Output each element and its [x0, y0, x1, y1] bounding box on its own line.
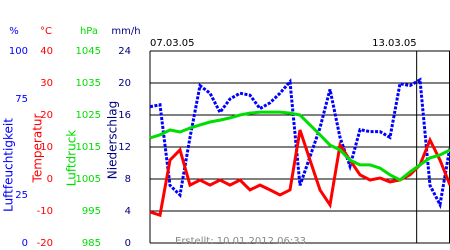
y-tick-label: -10 [37, 206, 53, 217]
axis-unit: mm/h [111, 26, 140, 37]
footer: Erstellt: 10.01.2012 06:33 [175, 236, 306, 247]
axis-title: Temperatur [31, 113, 45, 183]
y-tick-label: 985 [82, 238, 101, 249]
y-tick-label: 25 [15, 190, 28, 201]
axis-unit: hPa [80, 26, 98, 37]
y-tick-label: 75 [15, 94, 28, 105]
y-tick-label: 995 [82, 206, 101, 217]
y-tick-label: 1035 [76, 78, 101, 89]
y-tick-label: 100 [9, 46, 28, 57]
x-tick-label: 07.03.05 [150, 38, 195, 49]
y-tick-label: 20 [40, 110, 53, 121]
y-tick-label: 0 [125, 238, 131, 249]
y-tick-label: 0 [47, 174, 53, 185]
y-tick-label: 10 [40, 142, 53, 153]
axis-unit: % [9, 26, 19, 37]
y-tick-label: 24 [118, 46, 131, 57]
series-line [149, 77, 450, 210]
series-line [149, 110, 450, 182]
y-tick-label: 30 [40, 78, 53, 89]
x-tick-label: 13.03.05 [372, 38, 417, 49]
axis-title: Luftfeuchtigkeit [2, 118, 16, 212]
axis-unit: °C [40, 26, 52, 37]
axis-title: Luftdruck [65, 130, 79, 187]
y-tick-label: 0 [22, 238, 28, 249]
y-tick-label: 1025 [76, 110, 101, 121]
y-tick-label: 20 [118, 78, 131, 89]
y-tick-label: -20 [37, 238, 53, 249]
y-tick-label: 16 [118, 110, 131, 121]
y-tick-label: 8 [125, 174, 131, 185]
y-tick-label: 1045 [76, 46, 101, 57]
y-tick-label: 1015 [76, 142, 101, 153]
axis-title: Niederschlag [106, 101, 120, 179]
y-tick-label: 1005 [76, 174, 101, 185]
y-tick-label: 12 [118, 142, 131, 153]
y-tick-label: 40 [40, 46, 53, 57]
y-tick-label: 4 [125, 206, 131, 217]
